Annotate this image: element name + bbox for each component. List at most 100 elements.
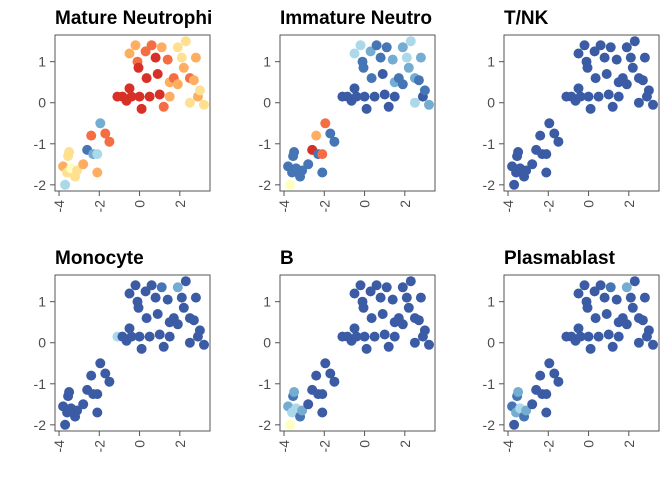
data-point (535, 370, 546, 381)
data-point (397, 282, 408, 293)
plot-frame (503, 274, 660, 432)
x-tick-label: 0 (132, 200, 148, 208)
panel-4: Monocyte -2 -1 0 1 -4 -2 0 2 (34, 248, 211, 452)
data-point (285, 419, 296, 430)
y-tick-label: -2 (483, 417, 496, 433)
data-point (521, 165, 532, 176)
data-point (136, 343, 147, 354)
data-point (648, 339, 658, 350)
y-tick-label: -1 (259, 136, 272, 152)
data-point (389, 331, 400, 342)
x-tick-label: -4 (500, 200, 516, 213)
data-point (311, 370, 322, 381)
data-point (365, 46, 376, 57)
data-point (176, 52, 187, 63)
data-point (409, 97, 420, 108)
x-tick-label: -4 (51, 200, 67, 213)
data-point (199, 99, 209, 110)
data-point (544, 118, 555, 129)
data-point (583, 91, 594, 102)
data-point (162, 54, 173, 65)
panel-title: Plasmablast (504, 248, 616, 269)
x-tick-label: 2 (397, 200, 413, 208)
data-point (92, 407, 103, 418)
data-point (549, 368, 560, 379)
data-point (377, 69, 388, 79)
data-point (349, 83, 360, 94)
data-point (387, 294, 398, 305)
data-point (126, 91, 137, 102)
data-point (303, 159, 314, 170)
data-point (150, 292, 161, 303)
data-point (320, 118, 331, 129)
x-tick-label: -2 (316, 440, 332, 453)
data-point (573, 288, 584, 299)
data-point (184, 97, 195, 108)
data-point (371, 280, 382, 291)
data-point (152, 69, 163, 79)
data-point (397, 319, 408, 330)
data-point (509, 419, 520, 430)
data-point (637, 75, 648, 86)
data-point (605, 42, 616, 53)
data-point (599, 292, 610, 303)
data-point (544, 358, 555, 369)
data-point (194, 325, 205, 336)
data-point (366, 313, 377, 324)
data-point (180, 36, 191, 47)
data-point (527, 159, 538, 170)
data-point (100, 368, 111, 379)
data-point (590, 73, 601, 84)
panel-3: T/NK -2 -1 0 1 -4 -2 0 2 (483, 8, 660, 213)
data-point (419, 325, 430, 336)
y-tick-label: -1 (34, 376, 47, 392)
data-point (648, 99, 658, 110)
data-point (361, 103, 372, 114)
y-tick-label: 1 (38, 294, 46, 310)
y-tick-label: -1 (483, 136, 496, 152)
data-point (593, 91, 604, 102)
data-point (86, 370, 97, 381)
data-point (621, 319, 632, 330)
data-point (405, 276, 416, 287)
data-point (359, 331, 370, 342)
panel-title: Mature Neutrophi (55, 8, 212, 29)
data-point (133, 62, 144, 73)
data-point (188, 315, 199, 326)
panel-2: Immature Neutro -2 -1 0 1 -4 -2 0 2 (259, 8, 436, 212)
data-point (140, 286, 151, 297)
data-point (124, 288, 135, 299)
x-tick-label: 2 (621, 440, 637, 448)
data-point (152, 309, 163, 319)
data-point (92, 389, 103, 400)
data-point (379, 89, 390, 100)
data-point (358, 302, 369, 313)
data-point (513, 147, 524, 157)
data-point (541, 407, 552, 418)
data-point (573, 323, 584, 334)
panel-title: T/NK (504, 8, 549, 29)
y-tick-label: -2 (34, 417, 47, 433)
data-point (95, 118, 106, 129)
data-point (190, 292, 201, 303)
data-point (349, 288, 360, 299)
data-point (124, 48, 135, 59)
data-point (527, 399, 538, 410)
data-point (369, 91, 380, 102)
data-point (599, 52, 610, 63)
data-point (311, 130, 322, 141)
data-point (535, 130, 546, 141)
data-point (141, 313, 152, 324)
data-point (124, 83, 135, 94)
data-point (627, 302, 638, 313)
y-tick-label: 0 (487, 95, 495, 111)
y-tick-label: -2 (483, 177, 496, 193)
data-point (154, 89, 165, 100)
data-point (582, 62, 593, 73)
data-point (158, 341, 169, 352)
data-point (303, 399, 314, 410)
data-point (381, 42, 392, 53)
data-point (397, 42, 408, 53)
data-point (180, 276, 191, 287)
data-point (585, 343, 596, 354)
